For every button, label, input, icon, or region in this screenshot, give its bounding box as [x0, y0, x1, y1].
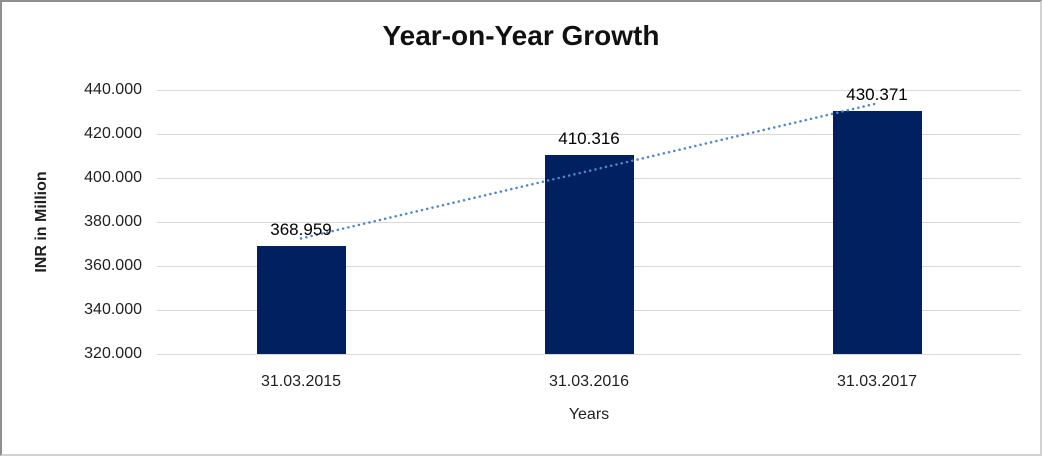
bar-31.03.2016 [544, 155, 634, 354]
x-category-label: 31.03.2016 [548, 373, 630, 390]
bar-value-label: 410.316 [558, 129, 620, 149]
bar-value-label: 430.371 [846, 85, 908, 105]
y-tick-label: 380.000 [84, 213, 142, 230]
gridline [157, 90, 1021, 91]
bar-31.03.2015 [256, 246, 346, 354]
y-tick-label: 320.000 [84, 345, 142, 362]
y-tick-label: 400.000 [84, 169, 142, 186]
y-tick-label: 420.000 [84, 125, 142, 142]
x-category-label: 31.03.2015 [260, 373, 342, 390]
bar-value-label: 368.959 [270, 220, 332, 240]
gridline [157, 354, 1021, 355]
y-tick-label: 340.000 [84, 301, 142, 318]
y-tick-label: 440.000 [84, 81, 142, 98]
chart-title: Year-on-Year Growth [382, 20, 660, 51]
x-category-label: 31.03.2017 [836, 373, 918, 390]
x-axis-title: Years [568, 406, 610, 423]
y-tick-label: 360.000 [84, 257, 142, 274]
y-axis-title: INR in Million [33, 171, 50, 273]
bar-31.03.2017 [832, 111, 922, 354]
